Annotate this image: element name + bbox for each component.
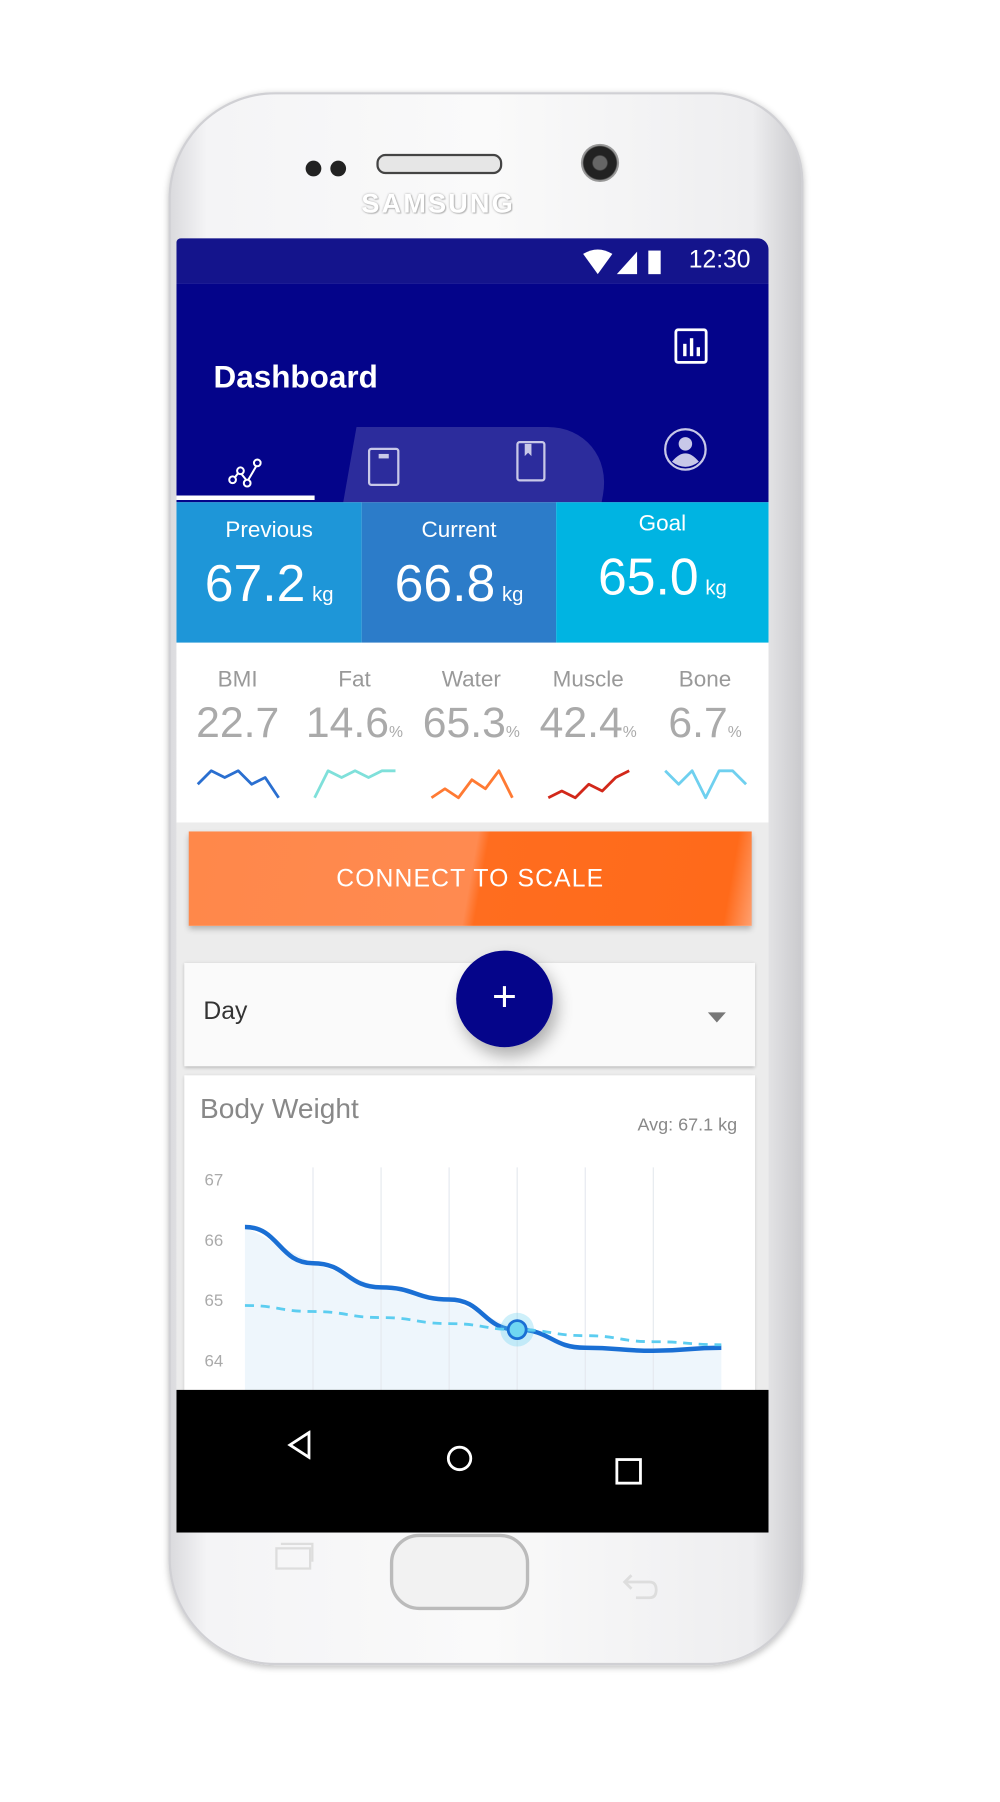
metric-muscle: Muscle 42.4% — [529, 643, 647, 805]
metric-unit: % — [727, 722, 742, 741]
y-tick-label: 65 — [204, 1291, 223, 1310]
wifi-icon — [583, 249, 613, 275]
sparkline — [547, 769, 630, 800]
sensor-icon — [330, 160, 347, 177]
add-entry-fab[interactable]: + — [456, 950, 553, 1048]
profile-icon — [664, 428, 707, 471]
signal-icon — [616, 251, 638, 275]
metric-unit: % — [622, 722, 637, 741]
tab-profile[interactable] — [663, 427, 708, 472]
tab-trend[interactable] — [228, 457, 262, 488]
sparkline — [430, 769, 514, 800]
metric-unit: % — [389, 722, 404, 741]
stat-label: Goal — [638, 511, 687, 536]
hardware-recents-icon[interactable] — [274, 1539, 314, 1570]
metric-label: Fat — [338, 667, 371, 693]
stat-value: 67.2 — [204, 553, 306, 613]
chart-title: Body Weight — [200, 1093, 359, 1125]
connect-to-scale-button[interactable]: CONNECT TO SCALE — [188, 831, 752, 926]
chart-average: Avg: 67.1 kg — [637, 1115, 738, 1135]
battery-icon — [648, 250, 661, 275]
page-title: Dashboard — [213, 359, 378, 395]
bookmark-book-icon — [516, 441, 546, 482]
status-icons — [583, 249, 661, 275]
metric-bmi: BMI 22.7 — [179, 643, 297, 805]
status-bar: 12:30 — [176, 238, 769, 284]
scale-icon — [367, 447, 400, 486]
chevron-down-icon — [707, 1012, 726, 1023]
average-line — [244, 1304, 722, 1347]
back-icon[interactable] — [287, 1430, 314, 1460]
home-icon[interactable] — [445, 1444, 474, 1473]
sparkline-path — [312, 769, 395, 799]
sparkline-path — [547, 769, 630, 800]
sparkline — [196, 769, 280, 799]
metric-water: Water 65.3% — [412, 643, 530, 805]
metric-unit: % — [505, 722, 520, 741]
stat-value: 65.0 — [598, 547, 699, 606]
stat-unit: kg — [312, 583, 334, 606]
metric-label: BMI — [217, 667, 258, 693]
sparkline-path — [663, 769, 747, 800]
stat-unit: kg — [705, 576, 727, 599]
y-tick-label: 64 — [204, 1352, 223, 1371]
chart-area-fill — [244, 1226, 722, 1421]
y-tick-label: 66 — [204, 1231, 223, 1250]
weight-line — [244, 1224, 722, 1354]
sparkline-path — [196, 769, 280, 799]
sparkline-path — [430, 769, 514, 800]
goal-weight: Goal 65.0 kg — [556, 502, 769, 643]
body-metrics: BMI 22.7 Fat 14.6% Water 65.3% Muscle 42.4%… — [176, 642, 769, 823]
hardware-home-button[interactable] — [389, 1533, 530, 1611]
bar-chart-icon[interactable] — [674, 328, 708, 364]
tab-journal[interactable] — [516, 440, 547, 483]
metric-label: Water — [441, 667, 501, 693]
body-weight-card: Body Weight Avg: 67.1 kg 6766656463 — [184, 1075, 756, 1447]
metric-value: 22.7 — [196, 700, 280, 748]
stat-value: 66.8 — [394, 553, 496, 613]
metric-value: 6.7 — [668, 700, 728, 748]
y-tick-label: 67 — [204, 1170, 223, 1189]
weight-summary: Previous 67.2 kg Current 66.8 kg Goal 65.0… — [176, 502, 769, 643]
app-bar: Dashboard — [176, 283, 769, 686]
screen: 12:30 Dashboard Pre — [176, 238, 769, 1533]
period-select-value: Day — [203, 996, 248, 1025]
brand-logo: SAMSUNG — [361, 188, 515, 220]
metric-value: 65.3 — [422, 700, 506, 748]
active-tab-indicator — [176, 495, 315, 501]
current-weight: Current 66.8 kg — [361, 502, 557, 643]
recents-icon[interactable] — [615, 1457, 644, 1486]
front-camera-icon — [580, 143, 620, 183]
tab-scale[interactable] — [367, 447, 401, 487]
stat-unit: kg — [501, 583, 524, 606]
sensor-icon — [305, 160, 322, 177]
metric-label: Bone — [678, 667, 732, 693]
metric-bone: Bone 6.7% — [646, 643, 764, 805]
previous-weight: Previous 67.2 kg — [176, 502, 362, 643]
metric-fat: Fat 14.6% — [296, 643, 414, 805]
system-nav-bar — [176, 1389, 769, 1533]
metric-value: 42.4 — [539, 700, 623, 748]
stat-label: Previous — [225, 517, 313, 543]
hardware-back-icon[interactable] — [620, 1571, 660, 1602]
stat-label: Current — [421, 517, 497, 543]
highlight-point — [506, 1319, 528, 1341]
sparkline — [312, 769, 395, 799]
metric-label: Muscle — [552, 667, 624, 693]
trend-graph-icon — [228, 458, 262, 488]
metric-value: 14.6 — [305, 700, 390, 748]
sparkline — [663, 769, 747, 800]
status-time: 12:30 — [688, 244, 751, 274]
earpiece-speaker — [376, 153, 503, 175]
